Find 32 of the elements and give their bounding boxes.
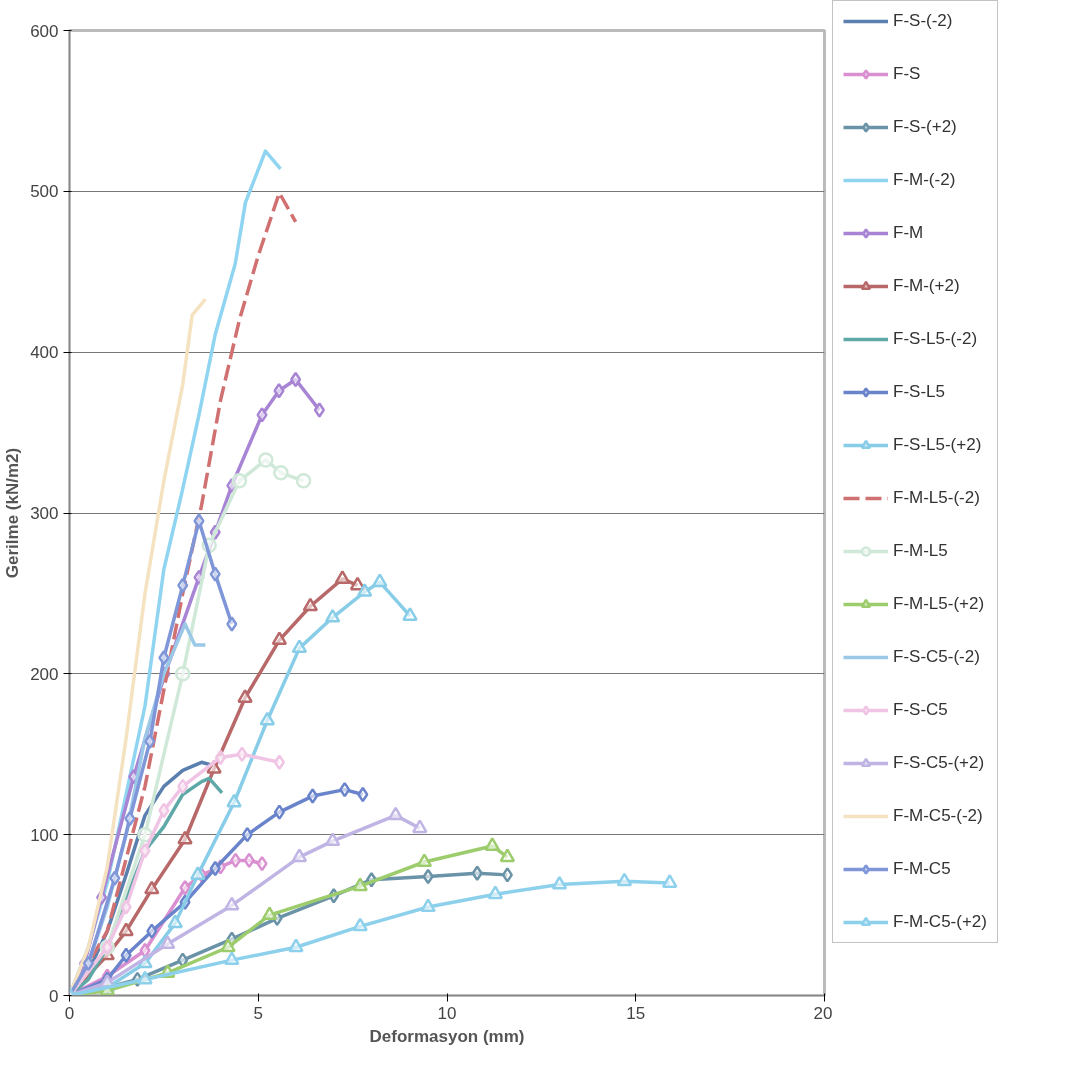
legend-label: F-M-C5 [893,859,951,879]
x-axis-title: Deformasyon (mm) [369,1026,525,1046]
x-tick-label: 15 [626,1003,646,1023]
legend-label: F-M-(-2) [893,170,956,190]
legend-label: F-S [893,64,921,84]
legend-label: F-M-C5-(-2) [893,806,983,826]
legend-label: F-M-L5 [893,541,948,561]
x-tick-label: 20 [813,1003,833,1023]
legend-label: F-M-L5-(-2) [893,488,980,508]
legend-label: F-S-C5-(-2) [893,647,980,667]
legend-label: F-M [893,223,924,243]
legend-label: F-S-L5-(+2) [893,435,982,455]
legend-label: F-S-(+2) [893,117,957,137]
y-tick-label: 400 [30,343,59,363]
y-tick-label: 0 [49,986,59,1006]
legend-label: F-S-L5 [893,382,945,402]
x-tick-label: 5 [253,1003,263,1023]
x-tick-label: 10 [437,1003,457,1023]
x-tick-label: 0 [64,1003,75,1023]
legend-label: F-S-L5-(-2) [893,329,978,349]
y-tick-label: 600 [30,21,59,41]
legend-label: F-S-C5 [893,700,948,720]
legend-label: F-M-(+2) [893,276,960,296]
legend-label: F-M-C5-(+2) [893,912,987,932]
y-tick-label: 500 [30,182,59,202]
y-tick-label: 300 [30,504,59,523]
legend-label: F-S-(-2) [893,11,953,31]
y-axis-title: Gerilme (kN/m2) [3,447,23,579]
legend-label: F-S-C5-(+2) [893,753,985,773]
y-tick-label: 200 [30,664,59,684]
legend-label: F-M-L5-(+2) [893,594,985,614]
y-tick-label: 100 [30,825,59,845]
